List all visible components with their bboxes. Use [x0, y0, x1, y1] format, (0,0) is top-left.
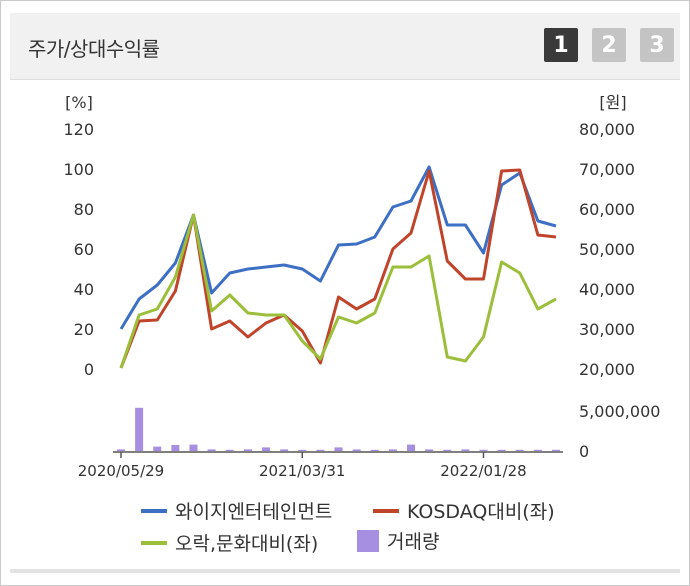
legend-label-ygent: 와이지엔터테인먼트: [175, 501, 333, 523]
volume-bar: [135, 407, 144, 451]
volume-bar: [388, 449, 397, 451]
legend-item-ygent: 와이지엔터테인먼트: [141, 497, 332, 524]
volume-tick-label: 5,000,000: [579, 402, 660, 421]
legend-swatch-culture: [141, 540, 167, 545]
chart-svg: [%] [원] 120 100 80 60 40 20 0 80,000 70,000 60,0…: [63, 93, 660, 480]
volume-bar: [497, 449, 506, 451]
volume-bar: [370, 449, 379, 451]
volume-bar: [461, 449, 470, 451]
volume-bar: [153, 446, 162, 451]
volume-bar: [262, 447, 270, 451]
right-tick-label: 70,000: [579, 160, 635, 179]
volume-bar: [207, 449, 216, 451]
volume-bar: [298, 449, 307, 451]
legend-label-volume: 거래량: [387, 531, 440, 553]
volume-bar: [443, 449, 452, 451]
volume-bar: [316, 449, 325, 451]
legend-item-culture: 오락,문화대비(좌): [141, 529, 318, 556]
volume-bar: [552, 449, 560, 451]
right-tick-label: 30,000: [579, 320, 635, 339]
legend-label-culture: 오락,문화대비(좌): [175, 533, 319, 555]
series-line-1: [119, 168, 557, 369]
left-tick-label: 40: [74, 280, 94, 299]
volume-bar: [225, 449, 234, 451]
volume-tick-label: 0: [579, 442, 589, 461]
legend-label-kosdaq: KOSDAQ대비(좌): [407, 501, 555, 523]
volume-bar: [407, 444, 415, 451]
right-tick-label: 50,000: [579, 240, 635, 259]
volume-bar: [352, 449, 361, 451]
right-axis-unit: [원]: [599, 93, 626, 112]
legend-swatch-volume: [357, 529, 379, 552]
volume-bar: [171, 445, 180, 451]
panel-bottom-bar: [10, 569, 680, 573]
x-tick-label: 2021/03/31: [259, 462, 345, 480]
page-selector: 1 2 3: [544, 28, 674, 62]
left-tick-label: 20: [74, 320, 94, 339]
volume-bar: [479, 449, 488, 451]
right-tick-label: 60,000: [579, 200, 635, 219]
right-tick-label: 40,000: [579, 280, 635, 299]
right-tick-label: 80,000: [579, 120, 635, 139]
volume-bar: [515, 449, 524, 451]
volume-bar: [189, 444, 198, 451]
x-tick-label: 2022/01/28: [440, 462, 526, 480]
panel-header: 주가/상대수익률 1 2 3: [10, 13, 680, 80]
legend-swatch-kosdaq: [373, 508, 399, 513]
x-tick-label: 2020/05/29: [78, 462, 164, 480]
left-tick-label: 60: [74, 240, 94, 259]
left-tick-label: 100: [63, 160, 94, 179]
left-axis-unit: [%]: [65, 93, 93, 112]
left-tick-label: 80: [74, 200, 94, 219]
panel-title: 주가/상대수익률: [28, 37, 160, 61]
legend-item-volume: 거래량: [357, 527, 439, 554]
legend-swatch-ygent: [141, 508, 167, 513]
page-button-2[interactable]: 2: [592, 28, 626, 62]
left-tick-label: 0: [84, 360, 94, 379]
right-tick-label: 20,000: [579, 360, 635, 379]
volume-bar: [533, 449, 542, 451]
volume-bar: [280, 449, 289, 451]
volume-bar: [243, 449, 252, 451]
series-line-2: [119, 213, 557, 369]
legend-item-kosdaq: KOSDAQ대비(좌): [373, 497, 555, 524]
volume-bar: [425, 449, 434, 451]
left-tick-label: 120: [63, 120, 94, 139]
page-button-3[interactable]: 3: [640, 28, 674, 62]
volume-bar: [334, 447, 343, 451]
volume-bar: [117, 449, 125, 451]
page-button-1[interactable]: 1: [544, 28, 578, 62]
